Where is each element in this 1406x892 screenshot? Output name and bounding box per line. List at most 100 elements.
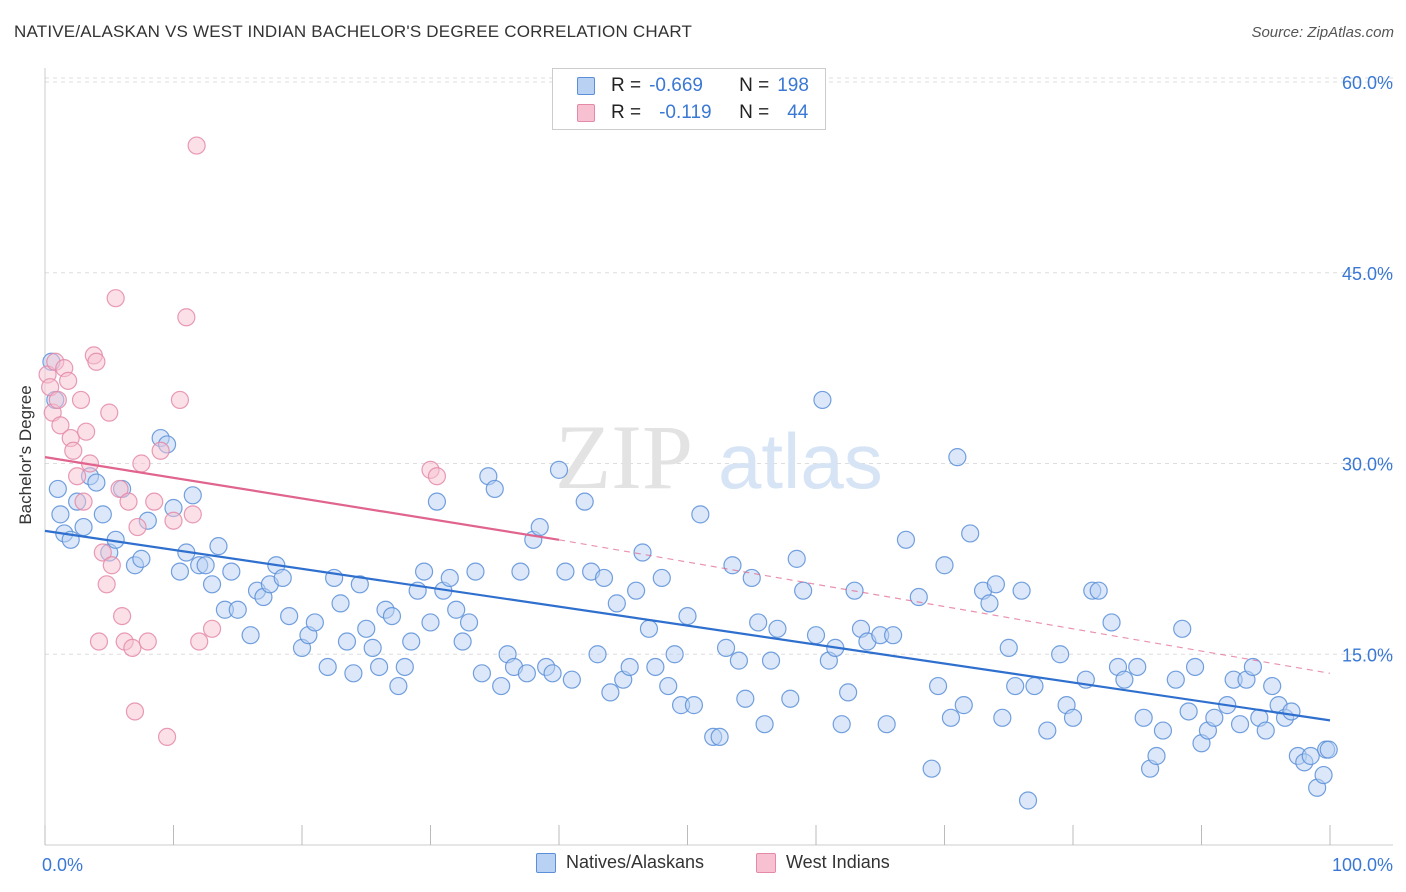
point-natives-alaskans: [999, 638, 1018, 657]
point-natives-alaskans: [781, 689, 800, 708]
grid-lines: [45, 77, 1393, 655]
point-natives-alaskans: [710, 727, 729, 747]
point-natives-alaskans: [678, 606, 697, 626]
point-natives-alaskans: [575, 492, 594, 511]
point-natives-alaskans: [761, 651, 781, 670]
point-natives-alaskans: [93, 505, 112, 524]
point-natives-alaskans: [363, 638, 382, 657]
point-natives-alaskans: [421, 613, 440, 632]
bottom-legend-label: West Indians: [786, 852, 890, 872]
point-natives-alaskans: [877, 715, 896, 734]
point-natives-alaskans: [1134, 708, 1153, 727]
point-natives-alaskans: [1038, 721, 1057, 740]
point-natives-alaskans: [768, 619, 787, 638]
point-natives-alaskans: [511, 562, 530, 581]
point-natives-alaskans: [1147, 746, 1166, 766]
watermark-zip: ZIP: [555, 406, 693, 508]
point-natives-alaskans: [633, 543, 652, 562]
point-west-indians: [100, 403, 119, 422]
legend-n-value: 44: [787, 102, 809, 123]
point-natives-alaskans: [652, 568, 671, 588]
point-natives-alaskans: [941, 708, 961, 727]
point-west-indians: [106, 289, 125, 308]
point-natives-alaskans: [209, 537, 228, 556]
point-natives-alaskans: [961, 524, 980, 543]
point-natives-alaskans: [601, 683, 620, 702]
point-west-indians: [128, 517, 147, 537]
point-natives-alaskans: [543, 664, 562, 683]
data-points: [38, 136, 1338, 810]
trend-line-west-indians-extension: [558, 539, 1331, 674]
point-natives-alaskans: [684, 696, 704, 715]
point-natives-alaskans: [646, 657, 665, 677]
point-west-indians: [157, 727, 177, 747]
point-natives-alaskans: [1256, 721, 1275, 740]
point-natives-alaskans: [132, 549, 151, 568]
point-natives-alaskans: [202, 575, 222, 594]
watermark: ZIP atlas: [555, 406, 883, 508]
point-natives-alaskans: [832, 715, 851, 734]
point-natives-alaskans: [472, 664, 491, 683]
legend-r-label: R =: [611, 75, 642, 96]
point-natives-alaskans: [755, 715, 774, 734]
point-natives-alaskans: [1179, 702, 1198, 721]
point-natives-alaskans: [485, 479, 504, 499]
point-natives-alaskans: [337, 632, 357, 651]
point-natives-alaskans: [344, 664, 363, 683]
point-west-indians: [145, 492, 164, 511]
point-natives-alaskans: [1128, 657, 1147, 677]
point-natives-alaskans: [466, 562, 485, 581]
point-natives-alaskans: [948, 448, 967, 467]
point-natives-alaskans: [241, 626, 260, 645]
point-natives-alaskans: [459, 613, 479, 632]
point-natives-alaskans: [594, 568, 614, 588]
point-west-indians: [102, 556, 121, 575]
legend-row-west-indians: R = -0.119 N = 44: [577, 100, 808, 126]
point-natives-alaskans: [222, 562, 241, 581]
bottom-legend-natives: Natives/Alaskans: [536, 852, 704, 873]
point-natives-alaskans: [517, 664, 536, 683]
point-west-indians: [71, 390, 91, 410]
point-west-indians: [68, 467, 87, 486]
stats-legend: R = -0.669 N = 198 R = -0.119 N = 44: [552, 68, 826, 130]
point-west-indians: [119, 492, 138, 511]
point-natives-alaskans: [1282, 702, 1301, 721]
point-natives-alaskans: [447, 600, 466, 619]
point-natives-alaskans: [909, 587, 928, 607]
point-natives-alaskans: [922, 759, 941, 778]
point-natives-alaskans: [896, 530, 916, 549]
point-west-indians: [93, 543, 112, 562]
watermark-atlas: atlas: [718, 417, 883, 505]
point-west-indians: [64, 441, 83, 460]
trend-line-west-indians: [44, 456, 560, 541]
point-natives-alaskans: [48, 479, 67, 499]
point-natives-alaskans: [1102, 613, 1121, 632]
point-natives-alaskans: [1025, 676, 1044, 696]
bottom-legend-west-indians: West Indians: [756, 852, 890, 873]
point-natives-alaskans: [280, 606, 299, 626]
point-natives-alaskans: [414, 562, 434, 581]
point-natives-alaskans: [665, 645, 684, 664]
point-west-indians: [427, 467, 447, 486]
point-natives-alaskans: [350, 575, 369, 594]
point-natives-alaskans: [331, 594, 350, 613]
y-tick-label: 45.0%: [1342, 264, 1393, 284]
point-natives-alaskans: [530, 517, 549, 537]
point-natives-alaskans: [1115, 670, 1134, 689]
point-natives-alaskans: [620, 657, 639, 677]
legend-row-natives: R = -0.669 N = 198: [577, 73, 809, 99]
point-natives-alaskans: [1012, 581, 1031, 600]
point-west-indians: [187, 136, 206, 155]
point-natives-alaskans: [382, 606, 402, 626]
point-west-indians: [151, 441, 170, 460]
point-west-indians: [59, 371, 78, 390]
point-west-indians: [77, 422, 96, 441]
point-natives-alaskans: [749, 613, 768, 632]
y-tick-label: 60.0%: [1342, 73, 1393, 93]
point-natives-alaskans: [659, 676, 678, 696]
point-natives-alaskans: [980, 594, 999, 613]
point-natives-alaskans: [1314, 765, 1333, 785]
point-west-indians: [123, 638, 142, 657]
legend-swatch-blue: [577, 77, 595, 95]
x-tick-label-min: 0.0%: [42, 855, 83, 875]
